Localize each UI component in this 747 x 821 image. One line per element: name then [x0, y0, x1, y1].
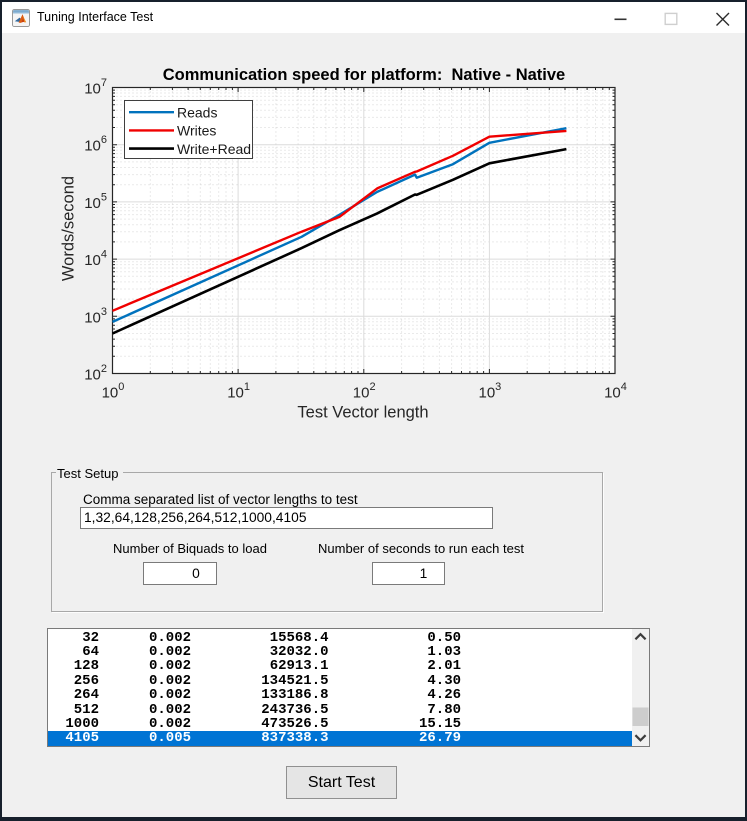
svg-text:Reads: Reads: [177, 105, 217, 121]
svg-text:102: 102: [84, 363, 107, 384]
svg-text:Words/second: Words/second: [60, 176, 78, 281]
svg-text:Test Vector length: Test Vector length: [297, 404, 428, 422]
svg-text:102: 102: [353, 381, 376, 402]
svg-text:Write+Read: Write+Read: [177, 141, 251, 157]
svg-text:105: 105: [84, 191, 107, 212]
svg-text:103: 103: [84, 306, 107, 327]
svg-text:107: 107: [84, 77, 107, 98]
svg-text:100: 100: [102, 381, 125, 402]
svg-text:104: 104: [604, 381, 627, 402]
svg-text:104: 104: [84, 249, 107, 270]
svg-text:Communication speed for platfo: Communication speed for platform: Native…: [163, 66, 565, 84]
svg-text:106: 106: [84, 134, 107, 155]
svg-text:Writes: Writes: [177, 123, 216, 139]
svg-text:103: 103: [478, 381, 501, 402]
svg-text:101: 101: [227, 381, 250, 402]
